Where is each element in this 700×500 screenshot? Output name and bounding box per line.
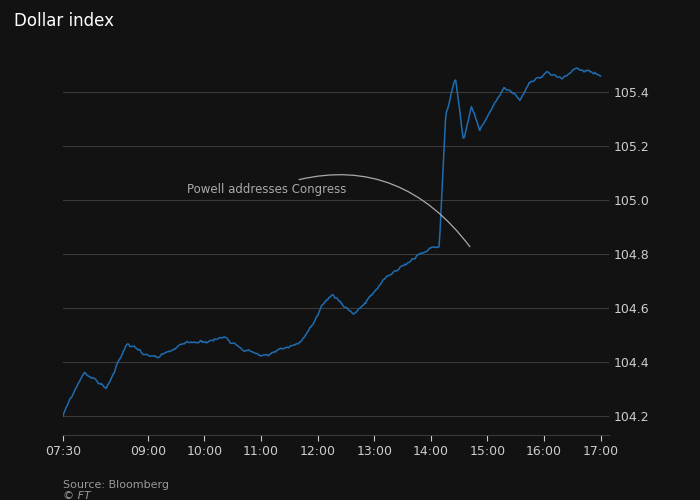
Text: © FT: © FT	[63, 491, 91, 500]
Text: Dollar index: Dollar index	[14, 12, 114, 30]
Text: Source: Bloomberg: Source: Bloomberg	[63, 480, 169, 490]
Text: Powell addresses Congress: Powell addresses Congress	[188, 174, 470, 246]
